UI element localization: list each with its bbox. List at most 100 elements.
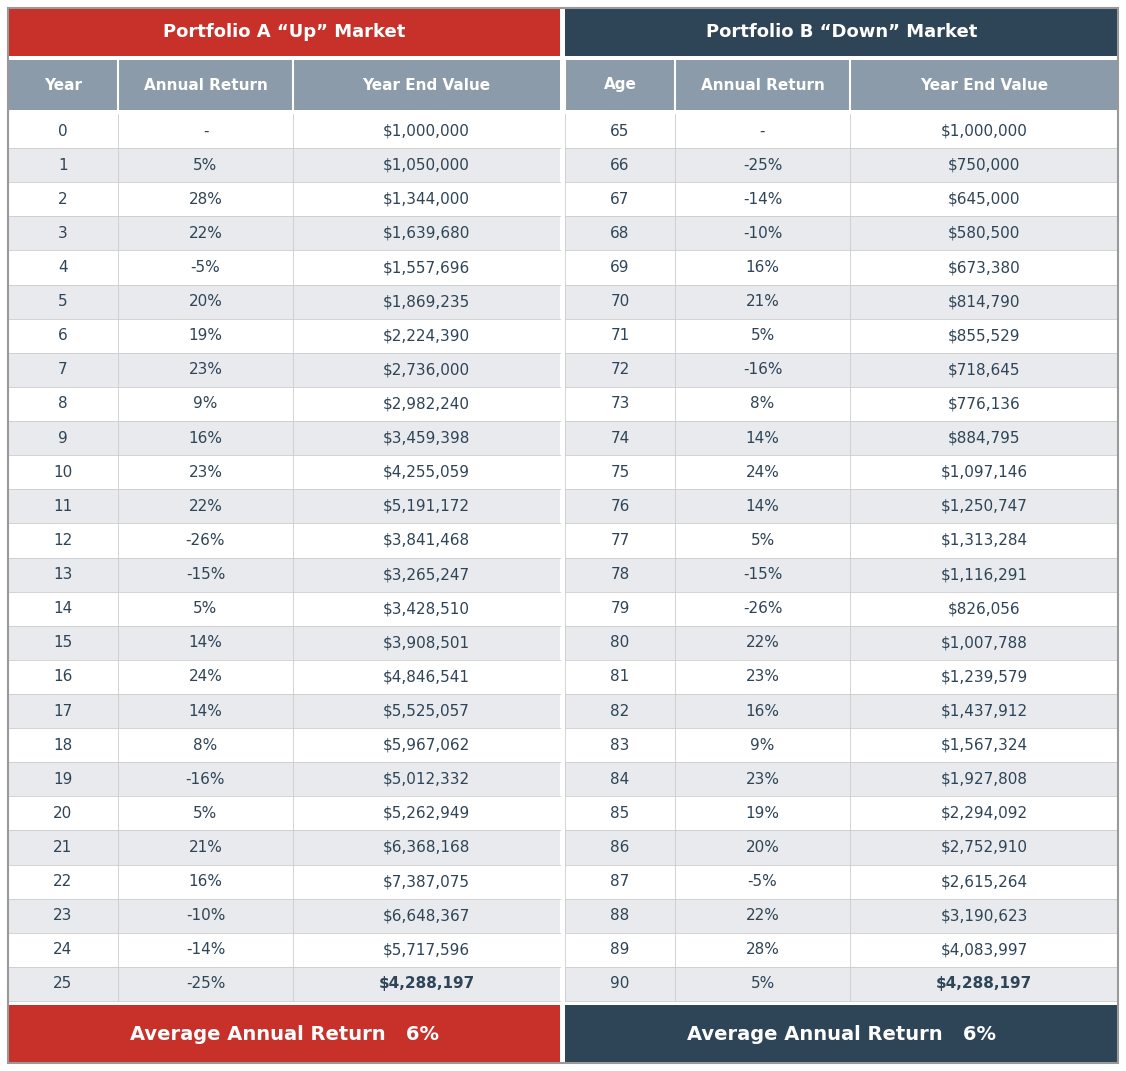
Bar xyxy=(565,285,1118,319)
Text: $1,097,146: $1,097,146 xyxy=(940,465,1028,480)
Bar xyxy=(850,60,1118,110)
Text: $4,083,997: $4,083,997 xyxy=(940,942,1028,957)
Text: 72: 72 xyxy=(610,362,629,377)
Bar xyxy=(565,899,1118,933)
Text: 88: 88 xyxy=(610,908,629,923)
Bar xyxy=(8,387,560,421)
Bar xyxy=(8,830,560,864)
Text: 20%: 20% xyxy=(745,840,779,855)
Text: $4,255,059: $4,255,059 xyxy=(383,465,470,480)
Text: $4,846,541: $4,846,541 xyxy=(383,669,470,684)
Text: $1,050,000: $1,050,000 xyxy=(383,157,470,172)
Bar xyxy=(8,625,560,660)
Text: 5%: 5% xyxy=(750,533,775,548)
Text: $884,795: $884,795 xyxy=(948,431,1020,446)
Text: 5%: 5% xyxy=(194,157,217,172)
Text: 5%: 5% xyxy=(750,977,775,992)
Text: 5%: 5% xyxy=(750,328,775,343)
Text: Average Annual Return   6%: Average Annual Return 6% xyxy=(687,1025,997,1043)
Text: 87: 87 xyxy=(610,874,629,889)
Text: Portfolio A “Up” Market: Portfolio A “Up” Market xyxy=(163,22,405,41)
Text: $3,908,501: $3,908,501 xyxy=(383,635,470,650)
Bar xyxy=(565,864,1118,899)
Text: 24%: 24% xyxy=(188,669,223,684)
Text: $1,000,000: $1,000,000 xyxy=(940,123,1027,138)
Bar xyxy=(8,660,560,694)
Text: Age: Age xyxy=(604,77,636,92)
Text: 18: 18 xyxy=(53,738,72,753)
Text: 79: 79 xyxy=(610,601,629,616)
Text: 16%: 16% xyxy=(188,431,223,446)
Text: 22%: 22% xyxy=(745,635,779,650)
Text: $2,615,264: $2,615,264 xyxy=(940,874,1028,889)
Text: Average Annual Return   6%: Average Annual Return 6% xyxy=(129,1025,438,1043)
Text: 23: 23 xyxy=(53,908,73,923)
Text: 21: 21 xyxy=(53,840,72,855)
Text: 3: 3 xyxy=(59,226,68,241)
Text: 22%: 22% xyxy=(745,908,779,923)
Bar xyxy=(565,591,1118,625)
Bar xyxy=(8,455,560,489)
Bar xyxy=(8,421,560,455)
Bar xyxy=(565,60,674,110)
Text: 23%: 23% xyxy=(188,465,223,480)
Text: 14%: 14% xyxy=(188,635,223,650)
Text: $7,387,075: $7,387,075 xyxy=(383,874,470,889)
Text: 74: 74 xyxy=(610,431,629,446)
Text: 77: 77 xyxy=(610,533,629,548)
Text: 12: 12 xyxy=(53,533,72,548)
Bar xyxy=(8,933,560,967)
Text: 23%: 23% xyxy=(188,362,223,377)
Text: -5%: -5% xyxy=(190,260,221,275)
Text: 14: 14 xyxy=(53,601,72,616)
Text: 9: 9 xyxy=(59,431,68,446)
Bar xyxy=(565,558,1118,591)
Text: -25%: -25% xyxy=(186,977,225,992)
Text: 7: 7 xyxy=(59,362,68,377)
Text: $4,288,197: $4,288,197 xyxy=(378,977,475,992)
Bar xyxy=(565,1005,1118,1064)
Text: 23%: 23% xyxy=(745,669,779,684)
Bar xyxy=(8,148,560,182)
Text: 17: 17 xyxy=(53,704,72,719)
Text: 23%: 23% xyxy=(745,772,779,787)
Text: -5%: -5% xyxy=(748,874,777,889)
Bar xyxy=(674,60,850,110)
Text: Year: Year xyxy=(44,77,82,92)
Bar xyxy=(8,967,560,1001)
Bar xyxy=(565,148,1118,182)
Text: 83: 83 xyxy=(610,738,629,753)
Text: 5%: 5% xyxy=(194,601,217,616)
Text: 5: 5 xyxy=(59,295,68,310)
Text: 5%: 5% xyxy=(194,805,217,820)
Bar xyxy=(0,110,1126,114)
Text: 8%: 8% xyxy=(750,396,775,411)
Text: 86: 86 xyxy=(610,840,629,855)
Text: $750,000: $750,000 xyxy=(948,157,1020,172)
Text: 89: 89 xyxy=(610,942,629,957)
Text: $6,368,168: $6,368,168 xyxy=(383,840,471,855)
Bar xyxy=(565,763,1118,797)
Text: $5,191,172: $5,191,172 xyxy=(383,499,470,514)
Bar xyxy=(8,797,560,830)
Text: $6,648,367: $6,648,367 xyxy=(383,908,471,923)
Bar xyxy=(565,933,1118,967)
Bar xyxy=(8,60,118,110)
Bar xyxy=(8,763,560,797)
Bar xyxy=(8,558,560,591)
Bar xyxy=(8,114,560,148)
Bar xyxy=(8,591,560,625)
Bar xyxy=(8,489,560,524)
Text: $2,752,910: $2,752,910 xyxy=(940,840,1028,855)
Bar xyxy=(565,694,1118,728)
Text: 10: 10 xyxy=(53,465,72,480)
Text: $1,639,680: $1,639,680 xyxy=(383,226,471,241)
Text: 20%: 20% xyxy=(188,295,223,310)
Bar xyxy=(8,899,560,933)
Bar xyxy=(8,864,560,899)
Text: $826,056: $826,056 xyxy=(948,601,1020,616)
Text: 66: 66 xyxy=(610,157,629,172)
Bar xyxy=(8,285,560,319)
Text: -10%: -10% xyxy=(186,908,225,923)
Text: 22%: 22% xyxy=(188,499,223,514)
